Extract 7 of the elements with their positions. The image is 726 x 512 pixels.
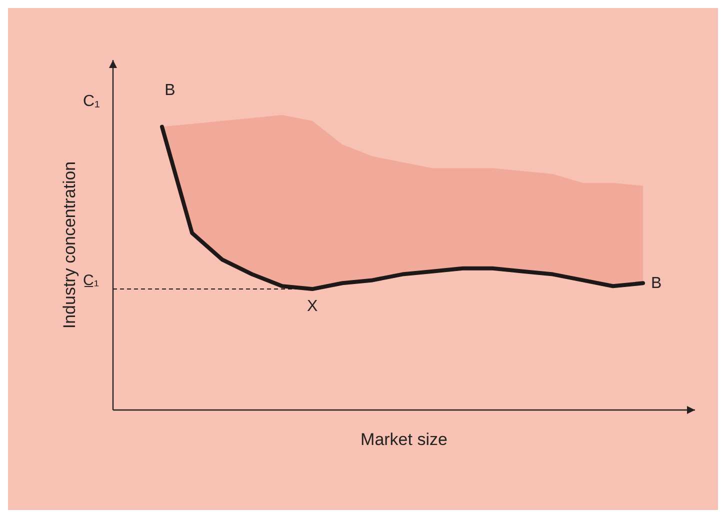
text: C₁ [83, 93, 100, 110]
text: B [164, 82, 176, 99]
annotation: X [306, 298, 318, 316]
x-axis-title: Market size [360, 430, 448, 449]
y-axis-title: Industry concentration [60, 161, 79, 329]
ref-line-label: C̲₁ [83, 272, 99, 290]
annotation: B [651, 275, 662, 292]
